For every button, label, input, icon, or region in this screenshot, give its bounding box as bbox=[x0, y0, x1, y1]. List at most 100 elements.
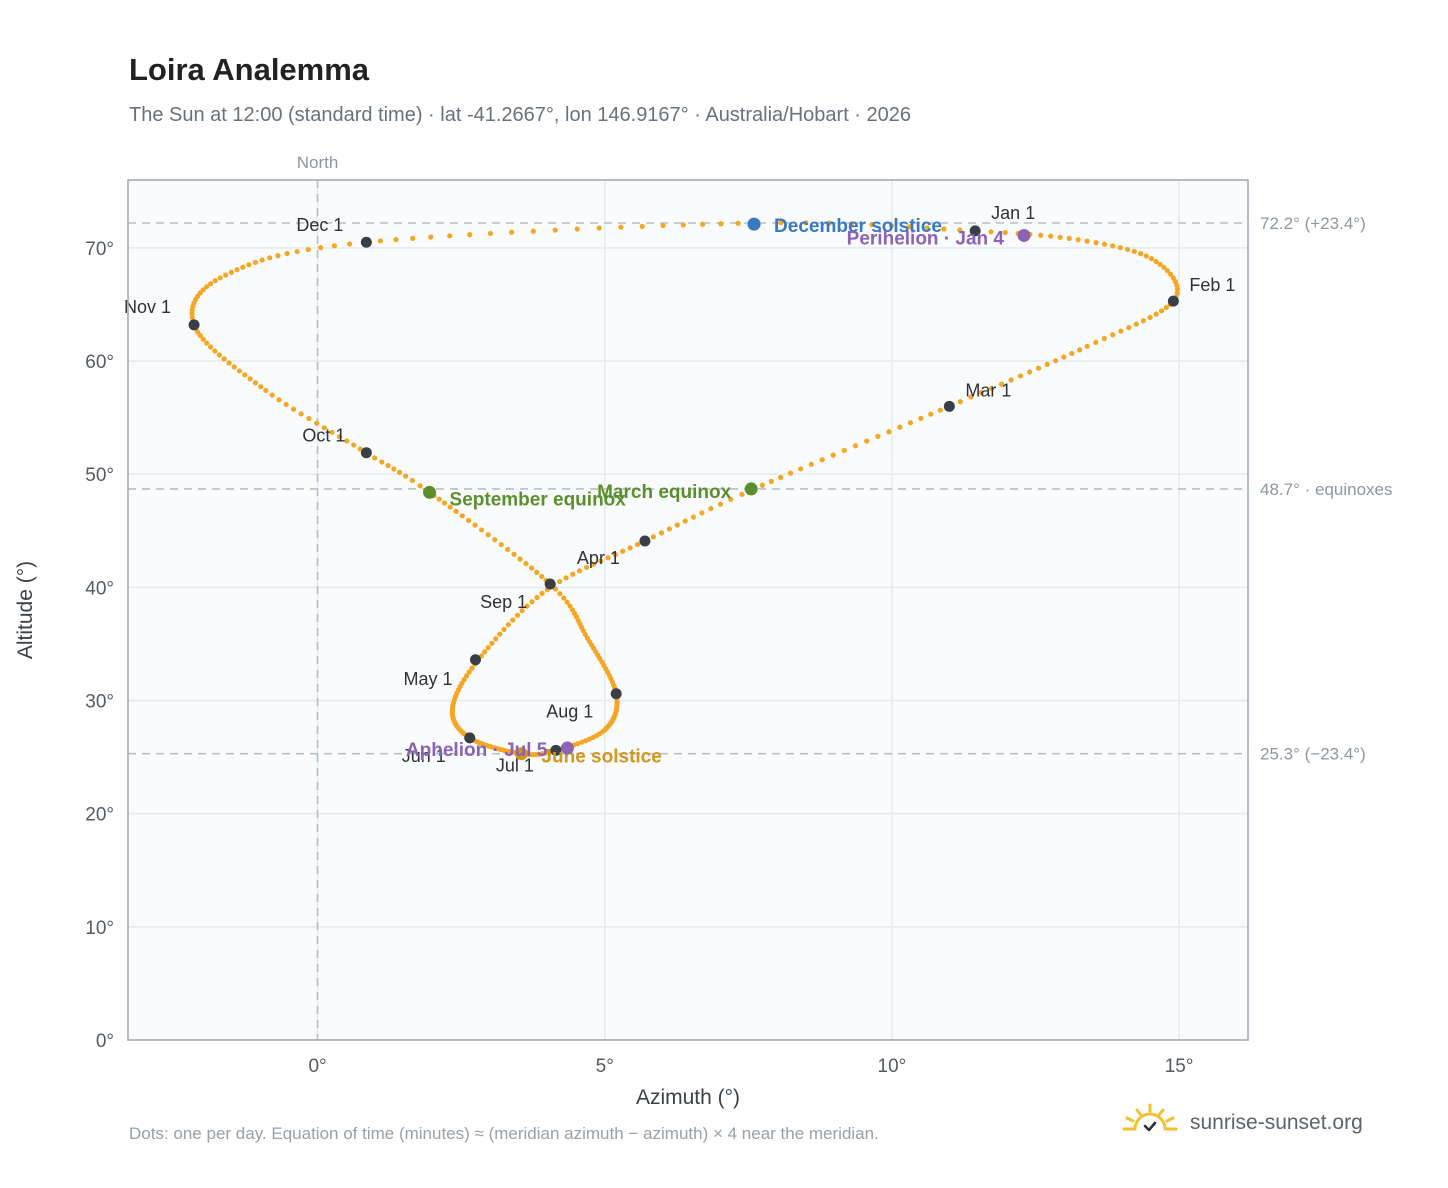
day-dot bbox=[924, 225, 930, 231]
day-dot bbox=[379, 459, 385, 465]
day-dot bbox=[1164, 268, 1170, 274]
brand[interactable]: sunrise-sunset.org bbox=[1122, 1102, 1363, 1144]
day-dot bbox=[1167, 271, 1174, 277]
day-dot bbox=[666, 526, 672, 532]
north-label: North bbox=[297, 153, 339, 172]
day-dot bbox=[240, 264, 246, 270]
day-dot bbox=[298, 411, 304, 417]
day-dot bbox=[263, 387, 269, 394]
day-dot bbox=[212, 278, 218, 284]
day-dot bbox=[528, 565, 535, 571]
day-dot bbox=[897, 424, 903, 430]
day-dot bbox=[739, 491, 745, 497]
day-dot bbox=[283, 401, 289, 408]
plot-area bbox=[128, 180, 1248, 1040]
day-dot bbox=[728, 496, 734, 502]
day-dot bbox=[819, 457, 825, 463]
month-label: Nov 1 bbox=[124, 297, 171, 317]
day-dot bbox=[1131, 248, 1137, 255]
day-dot bbox=[1008, 377, 1014, 383]
day-dot bbox=[482, 649, 488, 655]
day-dot bbox=[563, 575, 569, 581]
day-dot bbox=[200, 336, 206, 342]
day-dot bbox=[228, 269, 234, 275]
day-dot bbox=[212, 348, 218, 354]
x-axis-label: Azimuth (°) bbox=[636, 1086, 740, 1109]
day-dot bbox=[441, 500, 448, 506]
day-dot bbox=[957, 227, 963, 233]
day-dot bbox=[1118, 328, 1124, 334]
day-dot bbox=[189, 314, 195, 320]
day-dot bbox=[869, 222, 875, 228]
day-dot bbox=[612, 551, 618, 558]
event-marker bbox=[744, 482, 758, 496]
event-marker bbox=[1017, 228, 1031, 242]
day-dot bbox=[1053, 358, 1059, 364]
month-marker bbox=[360, 236, 372, 248]
event-marker bbox=[514, 747, 528, 761]
day-dot bbox=[372, 455, 378, 461]
day-dot bbox=[875, 433, 881, 439]
day-dot bbox=[561, 595, 567, 601]
reference-line-label: 72.2° (+23.4°) bbox=[1260, 214, 1366, 233]
day-dot bbox=[988, 229, 994, 235]
day-dot bbox=[1140, 318, 1147, 324]
day-dot bbox=[570, 571, 576, 577]
day-dot bbox=[658, 530, 665, 536]
day-dot bbox=[428, 234, 434, 240]
day-dot bbox=[478, 527, 485, 533]
day-dot bbox=[534, 594, 540, 601]
month-label: Jul 1 bbox=[496, 755, 534, 775]
y-tick-label: 30° bbox=[85, 692, 114, 713]
day-dot bbox=[1027, 369, 1033, 375]
day-dot bbox=[259, 257, 265, 263]
day-dot bbox=[1137, 251, 1144, 257]
day-dot bbox=[523, 561, 529, 567]
day-dot bbox=[1084, 343, 1090, 349]
day-dot bbox=[530, 228, 536, 234]
day-dot bbox=[574, 226, 580, 232]
day-dot bbox=[596, 225, 602, 231]
day-dot bbox=[1077, 347, 1083, 353]
day-dot bbox=[627, 545, 633, 551]
day-dot bbox=[848, 221, 854, 227]
day-dot bbox=[329, 429, 335, 435]
month-label: May 1 bbox=[403, 669, 452, 689]
day-dot bbox=[1157, 261, 1163, 267]
day-dot bbox=[467, 232, 473, 238]
month-markers: Jan 1 Feb 1 Mar 1 Apr 1 May 1 Jun 1 Jul 1 Aug 1… bbox=[124, 203, 1235, 775]
day-dot bbox=[207, 344, 214, 350]
month-marker bbox=[550, 744, 562, 756]
day-dot bbox=[1158, 308, 1165, 314]
day-dot bbox=[485, 645, 491, 651]
day-dot bbox=[1126, 325, 1132, 331]
day-dot bbox=[275, 253, 281, 259]
day-dot bbox=[226, 360, 232, 366]
event-label: Perihelion · Jan 4 bbox=[847, 228, 1005, 249]
day-dot bbox=[314, 420, 320, 426]
day-dot bbox=[242, 372, 248, 378]
day-dot bbox=[511, 551, 517, 557]
day-dot bbox=[907, 224, 913, 230]
month-label: Sep 1 bbox=[480, 592, 527, 612]
brand-name[interactable]: sunrise-sunset.org bbox=[1190, 1111, 1363, 1134]
day-dot bbox=[1174, 286, 1181, 292]
day-dot bbox=[321, 425, 327, 431]
day-dot bbox=[579, 739, 585, 745]
chart-title: Loira Analemma bbox=[129, 52, 370, 87]
day-dot bbox=[252, 259, 258, 265]
day-dot bbox=[569, 607, 576, 613]
day-dot bbox=[937, 407, 943, 413]
event-label: June solstice bbox=[541, 747, 661, 768]
day-dot bbox=[583, 564, 590, 571]
day-dot bbox=[674, 522, 680, 528]
day-dot bbox=[267, 255, 273, 261]
day-dot bbox=[1044, 361, 1050, 368]
day-dot bbox=[699, 221, 706, 227]
day-dot bbox=[650, 534, 656, 540]
day-dot bbox=[605, 555, 611, 561]
day-dot bbox=[1153, 311, 1159, 317]
month-marker bbox=[943, 400, 955, 412]
day-dot bbox=[517, 556, 523, 562]
day-dot bbox=[396, 469, 403, 475]
